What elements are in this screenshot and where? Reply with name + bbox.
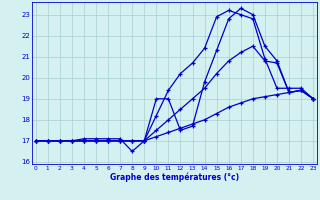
X-axis label: Graphe des températures (°c): Graphe des températures (°c) (110, 173, 239, 182)
